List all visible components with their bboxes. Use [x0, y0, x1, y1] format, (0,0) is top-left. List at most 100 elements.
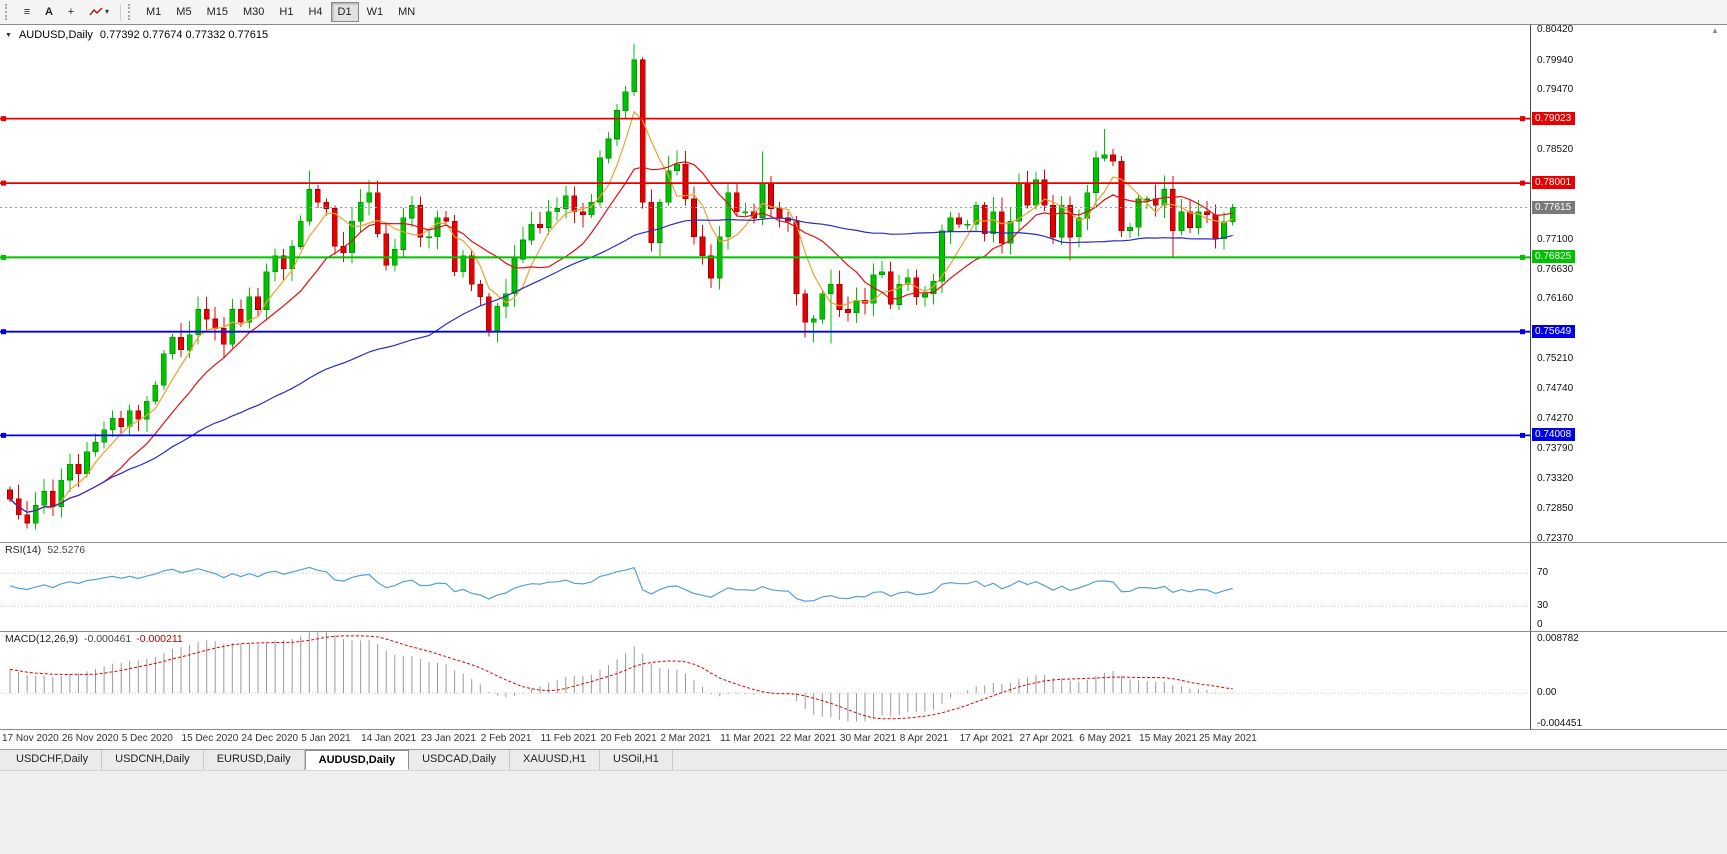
price-chart-panel[interactable]: ▼ AUDUSD,Daily 0.77392 0.77674 0.77332 0… [0, 24, 1530, 542]
hline-price-label: 0.76825 [1532, 250, 1576, 264]
panel-divider[interactable] [0, 542, 1727, 543]
toolbar-grip [5, 4, 11, 20]
toolbar-grip [128, 4, 134, 20]
date-label: 23 Jan 2021 [420, 733, 476, 744]
current-price-label: 0.77615 [1532, 200, 1576, 214]
bottom-filler [0, 770, 1727, 854]
timeframe-button-d1[interactable]: D1 [330, 2, 359, 22]
chart-tab-usdchf[interactable]: USDCHF,Daily [3, 750, 103, 770]
charts-list-button[interactable]: ≡ [16, 2, 38, 22]
chevron-down-icon: ▾ [105, 7, 110, 16]
chart-tab-audusd[interactable]: AUDUSD,Daily [304, 750, 410, 770]
chart-tab-bar: USDCHF,Daily USDCNH,Daily EURUSD,Daily AUDU… [0, 749, 1727, 770]
date-label: 2 Mar 2021 [660, 733, 711, 744]
price-tick-label: 0.73320 [1537, 472, 1574, 484]
rsi-level-label: 70 [1537, 567, 1549, 579]
panel-divider [0, 729, 1727, 730]
charts-list-icon: ≡ [23, 6, 31, 18]
date-label: 30 Mar 2021 [839, 733, 897, 744]
macd-label: MACD(12,26,9) -0.000461 -0.000211 [5, 633, 183, 645]
macd-axis-label: -0.004451 [1537, 717, 1583, 729]
zigzag-icon [89, 7, 103, 16]
chart-menu-icon[interactable]: ▼ [5, 31, 12, 39]
date-axis[interactable]: 17 Nov 2020 26 Nov 2020 5 Dec 2020 15 Dec 2… [0, 730, 1727, 749]
chart-tab-usoil[interactable]: USOil,H1 [600, 750, 673, 770]
price-axis[interactable]: 0.80420 0.79940 0.79470 0.78520 0.77100 0.766… [1530, 24, 1727, 729]
timeframe-button-m1[interactable]: M1 [139, 2, 168, 22]
crosshair-button[interactable]: + [60, 2, 82, 22]
macd-axis-label: 0.00 [1537, 687, 1557, 699]
date-label: 2 Feb 2021 [480, 733, 532, 744]
price-tick-label: 0.77100 [1537, 234, 1574, 246]
timeframe-button-w1[interactable]: W1 [360, 2, 391, 22]
crosshair-icon: + [67, 6, 75, 18]
hline-price-label: 0.79023 [1532, 111, 1576, 125]
toolbar-separator [120, 3, 122, 21]
date-label: 17 Nov 2020 [2, 733, 59, 744]
rsi-label: RSI(14) 52.5276 [5, 544, 85, 556]
price-tick-label: 0.75210 [1537, 353, 1574, 365]
top-toolbar: ≡ A + ▾ M1 M5 M15 M30 H1 H4 D1 W1 MN [0, 0, 1727, 24]
macd-signal-value: -0.000211 [136, 633, 183, 645]
timeframe-button-m15[interactable]: M15 [200, 2, 235, 22]
hline-price-label: 0.78001 [1532, 176, 1576, 190]
date-label: 11 Feb 2021 [540, 733, 597, 744]
price-tick-label: 0.73790 [1537, 443, 1574, 455]
price-tick-label: 0.72850 [1537, 502, 1574, 514]
date-label: 24 Dec 2020 [241, 733, 299, 744]
price-tick-label: 0.74270 [1537, 412, 1574, 424]
hline-price-label: 0.75649 [1532, 324, 1576, 338]
date-label: 27 Apr 2021 [1019, 733, 1074, 744]
rsi-level-label: 0 [1537, 619, 1543, 630]
panel-divider[interactable] [0, 631, 1727, 632]
rsi-name: RSI(14) [5, 544, 42, 556]
rsi-panel[interactable]: RSI(14) 52.5276 [0, 542, 1530, 631]
timeframe-toolbar: M1 M5 M15 M30 H1 H4 D1 W1 MN [139, 2, 422, 22]
price-tick-label: 0.76630 [1537, 263, 1574, 275]
timeframe-button-m30[interactable]: M30 [236, 2, 271, 22]
chart-tab-xauusd[interactable]: XAUUSD,H1 [510, 750, 600, 770]
price-tick-label: 0.78520 [1537, 144, 1574, 156]
line-studies-dropdown[interactable]: ▾ [82, 2, 116, 22]
hline-price-label: 0.74008 [1532, 428, 1576, 442]
text-tool-button[interactable]: A [38, 2, 60, 22]
price-tick-label: 0.80420 [1537, 24, 1574, 36]
macd-axis-label: 0.008782 [1537, 633, 1579, 644]
chart-tab-usdcnh[interactable]: USDCNH,Daily [102, 750, 204, 770]
date-label: 5 Dec 2020 [121, 733, 173, 744]
timeframe-button-h1[interactable]: H1 [272, 2, 300, 22]
scroll-up-icon[interactable]: ▲ [1711, 26, 1719, 35]
price-tick-label: 0.79940 [1537, 54, 1574, 66]
chart-tab-eurusd[interactable]: EURUSD,Daily [204, 750, 305, 770]
chart-header: ▼ AUDUSD,Daily 0.77392 0.77674 0.77332 0… [5, 29, 268, 41]
macd-main-value: -0.000461 [83, 633, 132, 645]
macd-name: MACD(12,26,9) [5, 633, 78, 645]
rsi-level-label: 30 [1537, 600, 1549, 612]
chart-tab-usdcad[interactable]: USDCAD,Daily [409, 750, 511, 770]
macd-chart[interactable] [0, 631, 1530, 729]
candlestick-chart[interactable] [0, 24, 1530, 542]
date-label: 17 Apr 2021 [959, 733, 1014, 744]
macd-panel[interactable]: MACD(12,26,9) -0.000461 -0.000211 [0, 631, 1530, 729]
rsi-chart[interactable] [0, 542, 1530, 631]
date-label: 11 Mar 2021 [720, 733, 776, 744]
date-label: 8 Apr 2021 [899, 733, 949, 744]
price-tick-label: 0.79470 [1537, 84, 1574, 96]
timeframe-button-m5[interactable]: M5 [169, 2, 198, 22]
date-label: 15 Dec 2020 [181, 733, 239, 744]
date-label: 25 May 2021 [1199, 733, 1257, 744]
date-label: 20 Feb 2021 [600, 733, 657, 744]
price-tick-label: 0.72370 [1537, 532, 1574, 544]
rsi-value: 52.5276 [47, 544, 86, 556]
price-tick-label: 0.74740 [1537, 383, 1574, 395]
panel-divider [0, 24, 1727, 25]
timeframe-button-mn[interactable]: MN [391, 2, 422, 22]
chart-ohlc: 0.77392 0.77674 0.77332 0.77615 [99, 29, 269, 41]
date-label: 14 Jan 2021 [361, 733, 417, 744]
date-label: 22 Mar 2021 [780, 733, 837, 744]
chart-symbol-title: AUDUSD,Daily [18, 29, 93, 41]
text-tool-icon: A [45, 6, 53, 18]
date-label: 5 Jan 2021 [301, 733, 351, 744]
timeframe-button-h4[interactable]: H4 [301, 2, 329, 22]
date-label: 6 May 2021 [1079, 733, 1132, 744]
